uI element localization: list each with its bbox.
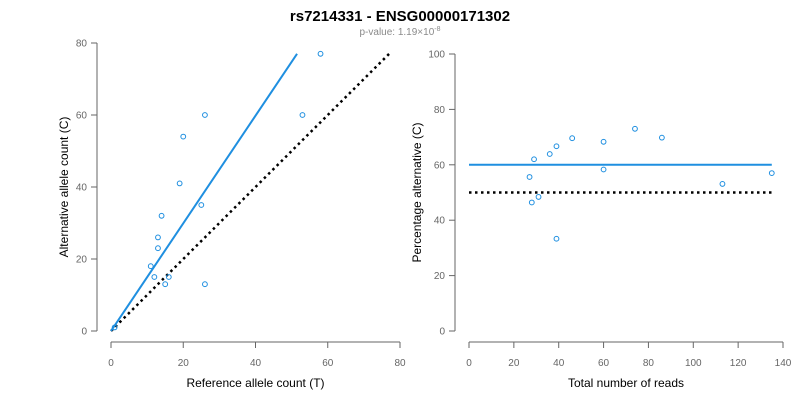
data-point xyxy=(162,281,169,288)
data-point xyxy=(198,202,205,208)
p-value-exponent: -8 xyxy=(434,26,440,33)
data-point xyxy=(111,324,118,331)
x-tick-label: 20 xyxy=(178,358,190,369)
data-point xyxy=(165,274,172,280)
data-point xyxy=(317,50,324,57)
panel-allele-counts: 0 20 40 60 80 0 20 40 60 80 Reference allele count… xyxy=(57,39,406,391)
x-tick-label: 60 xyxy=(598,358,610,369)
x-tick-label: 0 xyxy=(466,358,472,369)
data-point xyxy=(553,235,560,242)
x-tick-label: 120 xyxy=(730,358,747,369)
data-point xyxy=(531,156,537,163)
reference-line xyxy=(110,52,391,332)
data-point xyxy=(658,134,665,141)
data-point xyxy=(569,135,576,142)
y-axis-title: Percentage alternative (C) xyxy=(410,122,424,262)
data-point xyxy=(528,199,535,206)
data-point xyxy=(719,181,726,187)
data-point xyxy=(535,194,542,200)
data-point xyxy=(147,263,154,270)
y-tick-label: 0 xyxy=(81,327,87,338)
data-point xyxy=(180,133,187,140)
x-tick-label: 40 xyxy=(250,358,262,369)
data-point xyxy=(600,166,607,173)
data-point xyxy=(202,281,208,288)
x-tick-label: 140 xyxy=(775,358,792,369)
x-tick-label: 80 xyxy=(394,358,406,369)
data-point xyxy=(546,151,553,157)
y-tick-label: 20 xyxy=(76,255,88,266)
data-point xyxy=(176,180,183,187)
x-tick-label: 20 xyxy=(508,358,520,369)
y-tick-label: 20 xyxy=(434,271,446,282)
x-tick-label: 40 xyxy=(553,358,565,369)
data-point xyxy=(155,245,161,252)
data-point xyxy=(526,174,533,180)
y-tick-label: 60 xyxy=(434,160,446,171)
y-tick-label: 40 xyxy=(434,216,446,227)
p-value-text: p-value: 1.19×10 xyxy=(359,27,434,38)
x-tick-label: 80 xyxy=(643,358,655,369)
chart-subtitle: p-value: 1.19×10-8 xyxy=(359,26,440,38)
fit-line xyxy=(110,53,298,332)
x-axis-title: Reference allele count (T) xyxy=(186,376,324,390)
x-tick-label: 60 xyxy=(322,358,334,369)
data-point xyxy=(155,234,161,241)
data-point xyxy=(768,170,775,177)
y-tick-label: 40 xyxy=(76,183,88,194)
x-tick-label: 100 xyxy=(685,358,702,369)
y-tick-label: 0 xyxy=(439,327,445,338)
x-tick-label: 0 xyxy=(108,358,114,369)
y-tick-label: 80 xyxy=(76,39,88,50)
y-tick-label: 100 xyxy=(428,50,445,61)
data-point xyxy=(600,138,607,145)
x-axis-title: Total number of reads xyxy=(568,376,684,390)
data-point xyxy=(553,143,560,150)
chart-title: rs7214331 - ENSG00000171302 xyxy=(290,8,510,25)
data-point xyxy=(299,112,306,118)
data-point xyxy=(632,125,638,132)
data-point xyxy=(202,112,208,118)
y-tick-label: 60 xyxy=(76,111,88,122)
data-point xyxy=(158,212,165,219)
y-tick-label: 80 xyxy=(434,105,446,116)
y-axis-title: Alternative allele count (C) xyxy=(57,117,71,258)
data-point xyxy=(151,274,158,280)
